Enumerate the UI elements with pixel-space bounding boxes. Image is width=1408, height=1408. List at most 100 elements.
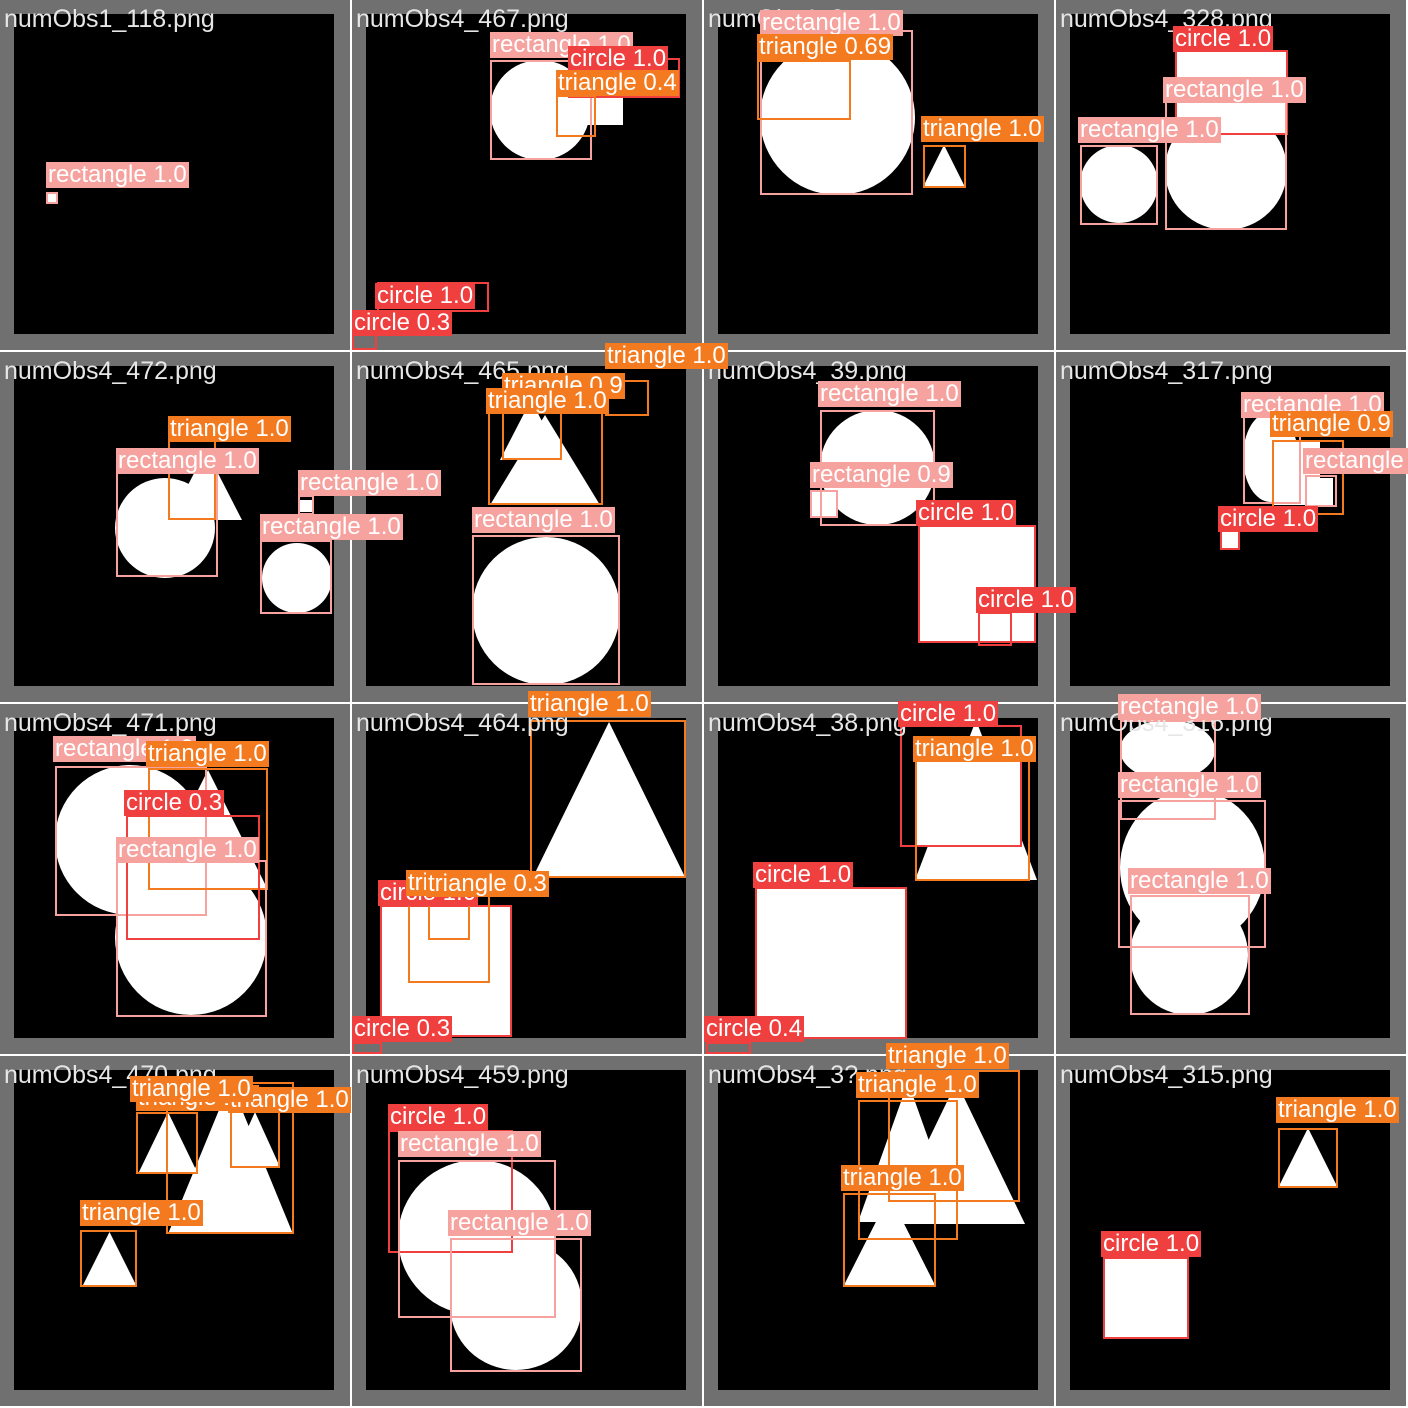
circle-detection-box	[918, 525, 1036, 643]
detection-label: circle 1.0	[976, 586, 1077, 613]
triangle-detection-box	[556, 95, 596, 137]
detection-label: circle 1.0	[388, 1103, 489, 1130]
rectangle-shape	[1221, 532, 1239, 548]
triangle-detection-box	[888, 1070, 1020, 1202]
detection-label: circle 0.3	[352, 309, 453, 336]
detection-label: circle 0.3	[124, 789, 225, 816]
file-name: numObs4_315.png	[1060, 1061, 1273, 1089]
detection-label: circle 1.0	[568, 45, 669, 72]
rectangle-detection-box	[116, 470, 218, 577]
file-name: numObs4_472.png	[4, 357, 217, 385]
detection-label: circle 1.0	[753, 861, 854, 888]
rectangle-detection-box	[490, 60, 592, 160]
triangle-detection-box	[530, 720, 686, 878]
circle-detection-box	[978, 612, 1012, 646]
triangle-detection-box	[80, 1230, 137, 1287]
rectangle-detection-box	[116, 860, 267, 1017]
circle-detection-box	[755, 887, 907, 1039]
detection-label: rectangle 1.0	[1118, 771, 1261, 798]
detection-label: rectangle 1.0	[1163, 76, 1306, 103]
rectangle-detection-box	[298, 495, 314, 515]
rectangle-shape	[918, 525, 1036, 643]
rectangle-detection-box	[810, 490, 838, 518]
rectangle-detection-box	[46, 192, 58, 204]
detection-label: triangle 1.0	[168, 415, 291, 442]
circle-shape	[472, 537, 620, 685]
detection-label: triangle 1.0	[605, 342, 728, 369]
detection-label: rectangle 1.0	[472, 506, 615, 533]
result-tile: numObs4_470.png	[0, 1056, 350, 1406]
triangle-detection-box	[488, 400, 603, 505]
detection-label: rectangle 1.0	[260, 513, 403, 540]
detection-label: rectangle 1.0	[298, 469, 441, 496]
detection-label: circle 1.0	[898, 700, 999, 727]
detection-label: circle 1.0	[375, 282, 476, 309]
rectangle-detection-box	[260, 540, 332, 614]
detection-label: rectangle 1.0	[1303, 448, 1408, 474]
file-name: numObs1_118.png	[4, 5, 215, 33]
rectangle-detection-box	[1120, 720, 1216, 820]
detection-label: triangle 1.0	[146, 740, 269, 767]
detection-label: triangle 1.0	[913, 735, 1036, 762]
circle-shape	[1120, 720, 1215, 780]
detection-label: rectangle 1.0	[1078, 116, 1221, 143]
circle-detection-box	[126, 815, 260, 940]
detection-label: circle 0.4	[704, 1015, 805, 1042]
detection-label: rectangle 1.0	[1118, 693, 1261, 720]
rectangle-shape	[46, 192, 56, 202]
detection-label: triangle 1.0	[130, 1075, 253, 1102]
detection-label: circle 1.0	[916, 499, 1017, 526]
detection-label: triangle 0.9	[1270, 410, 1393, 437]
detection-label: circle 0.3	[352, 1015, 453, 1042]
triangle-detection-box	[923, 145, 966, 188]
result-tile: numObs4_464.png	[352, 704, 702, 1054]
detection-label: rectangle 1.0	[116, 836, 259, 863]
detection-label: triangle 1.0	[80, 1199, 203, 1226]
triangle-detection-box	[757, 60, 851, 120]
detection-label: rectangle 1.0	[818, 380, 961, 407]
detection-label: triangle 1.0	[1276, 1096, 1399, 1123]
detection-label: circle 1.0	[1101, 1230, 1202, 1257]
rectangle-shape	[300, 500, 314, 512]
circle-shape	[450, 1240, 582, 1370]
circle-detection-box	[1103, 1257, 1189, 1339]
circle-shape	[1130, 895, 1248, 1015]
rectangle-shape	[755, 887, 907, 1039]
circle-shape	[1080, 145, 1158, 223]
detection-label: triangle 1.0	[841, 1164, 964, 1191]
triangle-detection-box	[843, 1193, 936, 1287]
detection-label: rectangle 1.0	[448, 1209, 591, 1236]
file-name: numObs4_39.png	[708, 357, 907, 385]
detection-label: triangle 0.4	[556, 69, 679, 96]
detection-label: rectangle 0.9	[810, 461, 953, 488]
detection-label: triangle 1.0	[528, 690, 651, 717]
file-name: numObs4_38.png	[708, 709, 907, 737]
detection-label: triangle 1.0	[856, 1071, 979, 1098]
detection-label: rectangle 1.0	[760, 9, 903, 36]
circle-shape	[760, 40, 915, 195]
detection-label: triangle 1.0	[921, 115, 1044, 142]
rectangle-shape	[810, 490, 838, 518]
rectangle-detection-box	[472, 535, 620, 685]
circle-detection-box	[352, 1042, 382, 1054]
detection-label: circle 1.0	[1218, 505, 1319, 532]
file-name: numObs4_467.png	[356, 5, 569, 33]
rectangle-detection-box	[450, 1238, 582, 1372]
rectangle-detection-box	[1305, 475, 1337, 507]
file-name: numObs4_459.png	[356, 1061, 569, 1089]
detection-label: rectangle 1.0	[46, 161, 189, 188]
detection-label: rectangle 1.0	[398, 1130, 541, 1157]
detection-label: triangle 0.69	[757, 33, 894, 60]
circle-shape	[115, 860, 267, 1015]
detection-label: triangle 1.0	[486, 387, 609, 414]
detection-label: rectangle 1.0	[116, 447, 259, 474]
rectangle-detection-box	[1080, 145, 1158, 225]
rectangle-shape	[1103, 1257, 1188, 1339]
detection-label: triangle 1.0	[886, 1042, 1009, 1069]
detection-label: circle 1.0	[1173, 25, 1274, 52]
circle-detection-box	[1220, 530, 1240, 550]
circle-shape	[262, 543, 332, 613]
detection-label: triangle 0.3	[426, 870, 549, 897]
rectangle-shape	[1305, 478, 1333, 506]
file-name: numObs4_317.png	[1060, 357, 1273, 385]
